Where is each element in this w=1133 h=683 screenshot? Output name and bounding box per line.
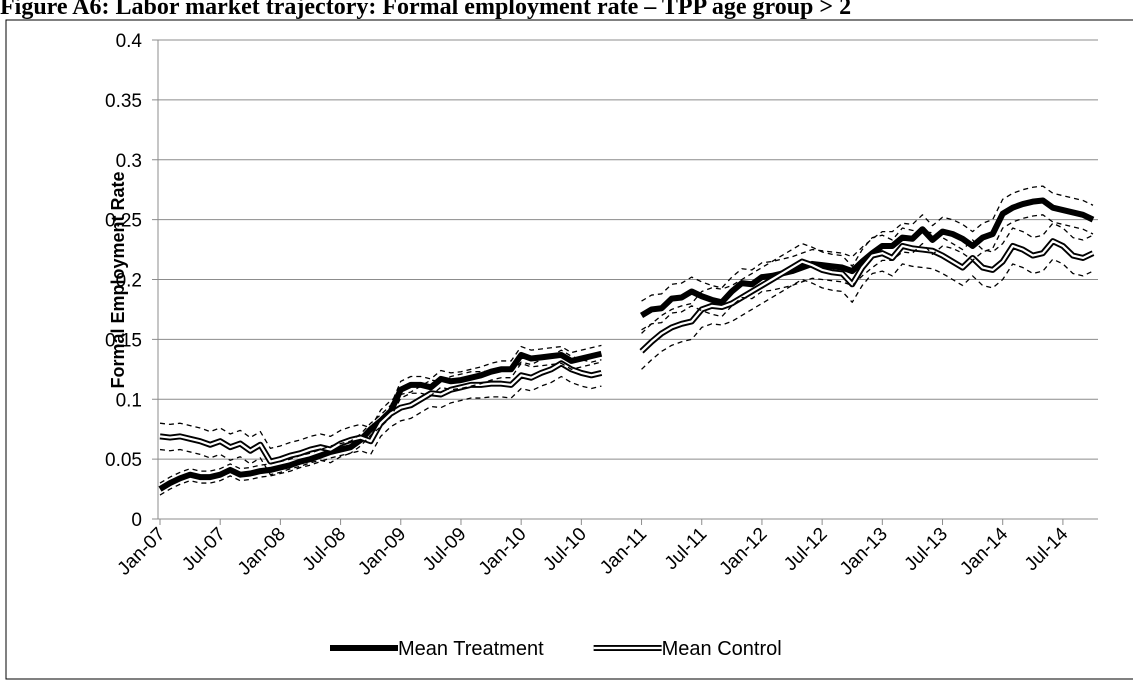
x-tick-label: Jul-10 xyxy=(539,524,590,575)
x-tick-label: Jan-08 xyxy=(234,524,290,580)
x-tick-label: Jul-12 xyxy=(780,524,831,575)
series-line xyxy=(641,258,1094,370)
series-line-inner xyxy=(159,362,602,463)
legend-label: Mean Control xyxy=(662,638,782,660)
series-line xyxy=(159,361,602,496)
y-axis-title: Formal Employment Rate xyxy=(108,171,128,388)
x-tick-label: Jan-10 xyxy=(475,524,531,580)
y-tick-label: 0.1 xyxy=(116,390,142,411)
x-tick-label: Jul-08 xyxy=(299,524,350,575)
series-line xyxy=(641,214,1094,331)
series-line xyxy=(641,222,1094,334)
legend-label: Mean Treatment xyxy=(398,638,544,660)
series-line xyxy=(159,360,603,465)
x-tick-label: Jan-07 xyxy=(114,524,170,580)
y-tick-label: 0.4 xyxy=(116,31,143,52)
x-tick-label: Jul-09 xyxy=(419,524,470,575)
x-tick-label: Jul-13 xyxy=(901,524,952,575)
y-tick-label: 0.2 xyxy=(116,271,142,292)
y-tick-label: 0.25 xyxy=(105,211,142,232)
x-tick-label: Jul-07 xyxy=(178,524,229,575)
x-tick-label: Jul-11 xyxy=(661,524,711,574)
x-tick-label: Jan-13 xyxy=(836,524,892,580)
y-tick-label: 0.35 xyxy=(105,91,142,112)
y-tick-label: 0.05 xyxy=(105,450,142,471)
series-line-inner xyxy=(640,240,1094,353)
x-tick-label: Jul-14 xyxy=(1021,523,1073,575)
x-tick-label: Jan-12 xyxy=(716,524,772,580)
x-tick-label: Jan-11 xyxy=(596,524,651,579)
y-tick-label: 0 xyxy=(131,510,142,531)
x-tick-label: Jan-09 xyxy=(354,524,410,580)
series-line xyxy=(159,349,602,449)
y-tick-label: 0.15 xyxy=(105,330,142,351)
chart-title: Figure A6: Labor market trajectory: Form… xyxy=(0,0,851,20)
series-line xyxy=(159,375,602,476)
x-tick-label: Jan-14 xyxy=(956,523,1012,579)
chart-border xyxy=(5,19,1133,680)
y-tick-label: 0.3 xyxy=(116,151,142,172)
